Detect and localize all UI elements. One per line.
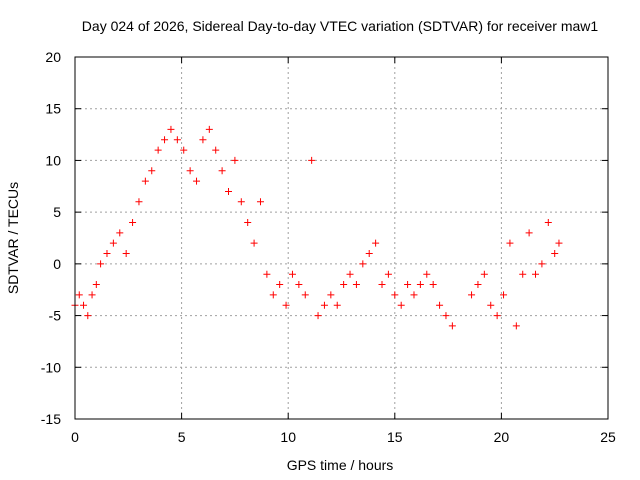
data-point: [352, 281, 360, 289]
data-point: [84, 312, 92, 320]
y-tick-label: -15: [41, 411, 61, 427]
data-point: [555, 239, 563, 247]
data-point: [512, 322, 520, 330]
data-point: [148, 167, 156, 175]
data-point: [141, 177, 149, 185]
data-point: [487, 301, 495, 309]
data-point: [429, 281, 437, 289]
x-tick-label: 10: [280, 429, 296, 445]
data-point: [480, 270, 488, 278]
axis-ticks: 0 5 10 15 20 25 -15 -10 -5 0 5 10 15 20: [41, 49, 616, 445]
data-point: [75, 291, 83, 299]
data-point: [116, 229, 124, 237]
data-point: [109, 239, 117, 247]
data-point: [250, 239, 258, 247]
data-point: [500, 291, 508, 299]
data-point: [276, 281, 284, 289]
data-point: [103, 250, 111, 258]
data-point: [256, 198, 264, 206]
data-point: [212, 146, 220, 154]
data-point: [327, 291, 335, 299]
y-tick-label: 20: [45, 49, 61, 65]
x-tick-label: 0: [71, 429, 79, 445]
grid-lines: [75, 57, 608, 419]
x-axis-label: GPS time / hours: [287, 457, 394, 473]
data-point: [282, 301, 290, 309]
data-point: [423, 270, 431, 278]
data-point: [237, 198, 245, 206]
data-point: [320, 301, 328, 309]
data-point: [416, 281, 424, 289]
data-point: [295, 281, 303, 289]
data-point: [519, 270, 527, 278]
x-tick-label: 15: [387, 429, 403, 445]
data-point: [314, 312, 322, 320]
data-point: [288, 270, 296, 278]
data-point: [269, 291, 277, 299]
data-point: [532, 270, 540, 278]
data-point: [404, 281, 412, 289]
data-points: [71, 125, 563, 330]
data-point: [397, 301, 405, 309]
data-point: [244, 218, 252, 226]
data-point: [205, 125, 213, 133]
data-point: [442, 312, 450, 320]
x-tick-label: 5: [178, 429, 186, 445]
data-point: [167, 125, 175, 133]
data-point: [493, 312, 501, 320]
y-tick-label: 15: [45, 101, 61, 117]
data-point: [199, 136, 207, 144]
data-point: [468, 291, 476, 299]
data-point: [180, 146, 188, 154]
y-axis-label: SDTVAR / TECUs: [5, 182, 21, 294]
data-point: [391, 291, 399, 299]
data-point: [538, 260, 546, 268]
data-point: [346, 270, 354, 278]
data-point: [340, 281, 348, 289]
data-point: [436, 301, 444, 309]
data-point: [154, 146, 162, 154]
y-tick-label: 0: [53, 256, 61, 272]
data-point: [365, 250, 373, 258]
plot-frame: [74, 56, 609, 420]
data-point: [384, 270, 392, 278]
data-point: [333, 301, 341, 309]
data-point: [551, 250, 559, 258]
y-tick-label: 5: [53, 204, 61, 220]
x-tick-label: 25: [600, 429, 616, 445]
data-point: [186, 167, 194, 175]
data-point: [80, 301, 88, 309]
data-point: [173, 136, 181, 144]
data-point: [92, 281, 100, 289]
y-tick-label: -10: [41, 359, 61, 375]
data-point: [301, 291, 309, 299]
data-point: [372, 239, 380, 247]
data-point: [525, 229, 533, 237]
data-point: [122, 250, 130, 258]
data-point: [97, 260, 105, 268]
data-point: [161, 136, 169, 144]
chart-title: Day 024 of 2026, Sidereal Day-to-day VTE…: [82, 18, 599, 34]
data-point: [506, 239, 514, 247]
data-point: [218, 167, 226, 175]
data-point: [231, 156, 239, 164]
data-point: [378, 281, 386, 289]
y-tick-label: 10: [45, 152, 61, 168]
data-point: [193, 177, 201, 185]
data-point: [263, 270, 271, 278]
data-point: [135, 198, 143, 206]
data-point: [544, 218, 552, 226]
data-point: [225, 187, 233, 195]
data-point: [410, 291, 418, 299]
data-point: [359, 260, 367, 268]
data-point: [474, 281, 482, 289]
data-point: [448, 322, 456, 330]
x-tick-label: 20: [494, 429, 510, 445]
data-point: [129, 218, 137, 226]
data-point: [308, 156, 316, 164]
y-tick-label: -5: [49, 308, 62, 324]
data-point: [88, 291, 96, 299]
